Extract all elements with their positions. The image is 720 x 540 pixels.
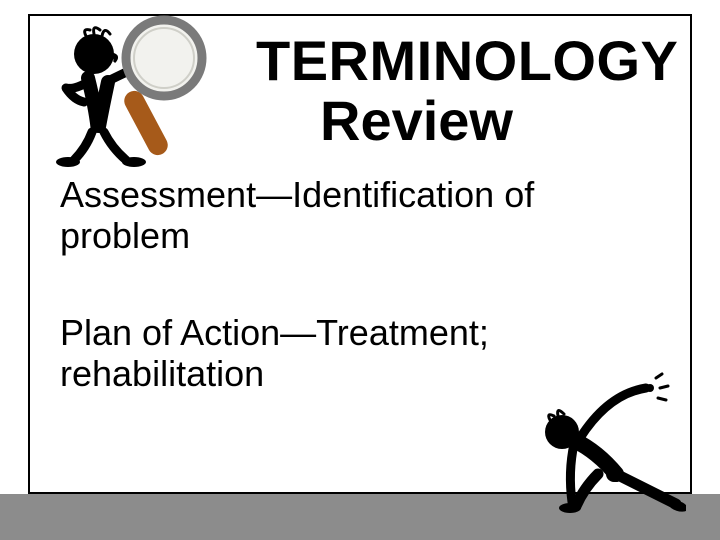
stretching-figure-icon [528, 366, 686, 516]
slide-title-line2: Review [320, 92, 513, 151]
magnifying-figure-icon [44, 10, 224, 170]
slide-title-line1: TERMINOLOGY [256, 32, 678, 91]
body-text-assessment: Assessment—Identification of problem [60, 174, 650, 257]
